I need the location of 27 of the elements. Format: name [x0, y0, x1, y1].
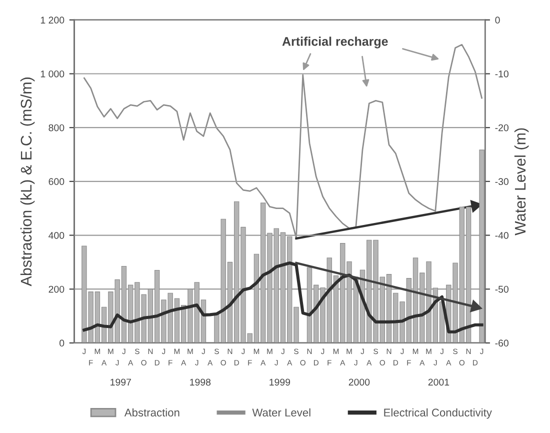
y-tick-label: 0: [60, 340, 64, 347]
y2-tick-label: -60: [495, 340, 508, 347]
annotation: Artificial recharge: [282, 36, 388, 48]
y-tick-label: 600: [48, 178, 64, 186]
text: 1997: [110, 378, 131, 386]
legend-label: Abstraction: [124, 408, 180, 417]
y2-tick-label: 0: [495, 16, 500, 24]
text: 1999: [270, 378, 290, 386]
y2-tick-label: -50: [495, 286, 508, 293]
bar: [479, 150, 484, 343]
y-axis-title: Abstraction (kL) & E.C. (mS/m): [20, 78, 35, 286]
line-series: [82, 261, 484, 334]
y-tick-label: 1 200: [40, 16, 64, 24]
y2-tick-label: -40: [495, 232, 508, 239]
legend-label: Electrical Conductivity: [384, 408, 492, 419]
y2-tick-label: -30: [495, 178, 508, 186]
y2-tick-label: -20: [495, 124, 508, 132]
y-tick-label: 400: [48, 232, 64, 239]
text: 2001: [428, 378, 450, 386]
y-tick-label: 200: [48, 286, 64, 293]
y-tick-label: 800: [48, 124, 64, 132]
text: 2000: [348, 378, 370, 386]
y-tick-label: 1 000: [40, 70, 64, 78]
text: 1998: [190, 378, 211, 386]
y2-tick-label: -10: [495, 70, 508, 78]
legend-label: Water Level: [252, 408, 310, 417]
y2-axis-title: Water Level (m): [514, 128, 529, 236]
